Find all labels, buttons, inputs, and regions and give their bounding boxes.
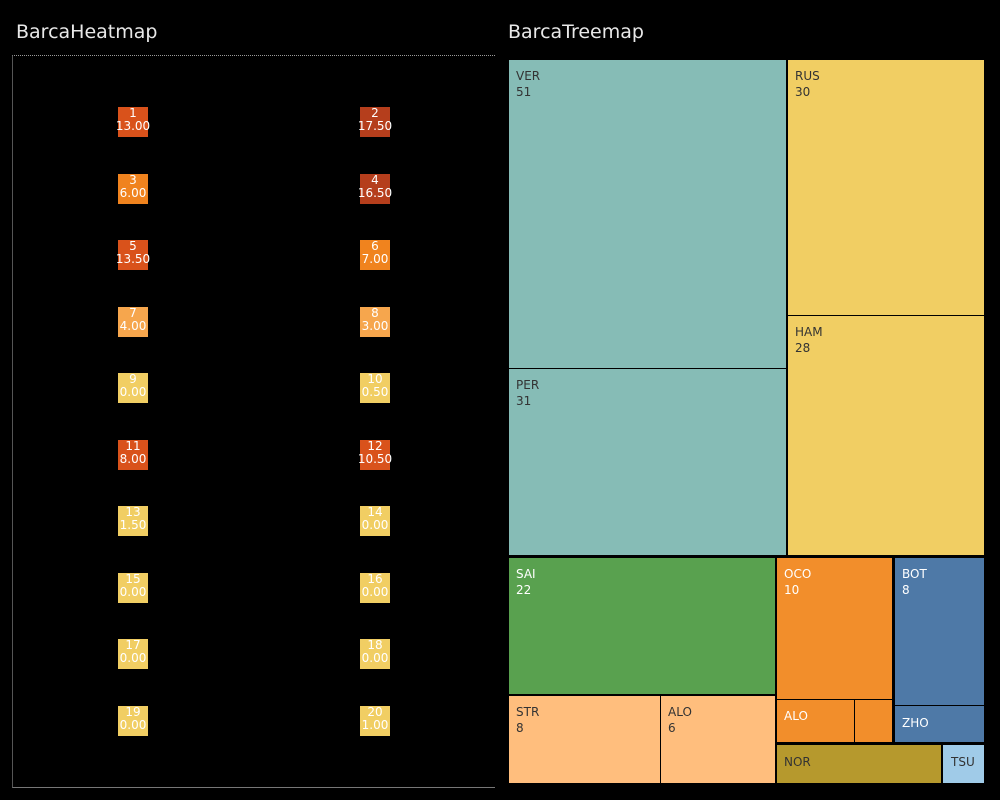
heatmap-cell-label: 14 — [367, 505, 383, 519]
treemap-rect[interactable]: HAM 28 — [788, 316, 984, 555]
heatmap-cell-value: 0.00 — [361, 651, 389, 665]
treemap-rect[interactable]: ALO 6 — [661, 696, 775, 783]
treemap-rect-label: PER — [516, 378, 540, 392]
heatmap-cell-value: 10.50 — [357, 452, 393, 466]
treemap-rect-label: ZHO — [902, 716, 929, 730]
treemap-rect-value: 10 — [784, 583, 800, 597]
treemap-rect-label: VER — [516, 69, 541, 83]
treemap-rect-label: NOR — [784, 755, 811, 769]
treemap-rect-value: 6 — [668, 721, 676, 735]
treemap-rect[interactable]: BOT 8 — [895, 558, 984, 705]
heatmap-cell[interactable]: 13 1.50 — [118, 506, 148, 536]
heatmap-cell-label: 10 — [367, 372, 383, 386]
heatmap-cell[interactable]: 15 0.00 — [118, 573, 148, 603]
treemap-rect-value: 31 — [516, 394, 532, 408]
heatmap-cell-label: 1 — [129, 106, 137, 120]
heatmap-cell[interactable]: 11 8.00 — [118, 440, 148, 470]
treemap-rect[interactable]: STR 8 — [509, 696, 660, 783]
heatmap-cell-value: 0.00 — [119, 651, 147, 665]
heatmap-cell-label: 19 — [125, 705, 141, 719]
heatmap-cell[interactable]: 6 7.00 — [360, 240, 390, 270]
heatmap-cell-value: 16.50 — [357, 186, 393, 200]
treemap-rect[interactable]: SAI 22 — [509, 558, 775, 694]
treemap-rect-label: OCO — [784, 567, 812, 581]
treemap-rect[interactable]: ZHO — [895, 706, 984, 742]
treemap-rect-value: 22 — [516, 583, 532, 597]
treemap-rect-label: ALO — [784, 709, 808, 723]
treemap-rect[interactable]: NOR — [777, 745, 941, 783]
treemap-rect[interactable] — [855, 700, 892, 742]
heatmap-cell-value: 0.50 — [361, 385, 389, 399]
heatmap-cell-label: 20 — [367, 705, 383, 719]
heatmap-cell-label: 2 — [371, 106, 379, 120]
heatmap-cell-value: 3.00 — [361, 319, 389, 333]
heatmap-cell-value: 8.00 — [119, 452, 147, 466]
treemap-rect[interactable]: RUS 30 — [788, 60, 984, 315]
heatmap-cell-value: 4.00 — [119, 319, 147, 333]
treemap-rect-label: RUS — [795, 69, 820, 83]
heatmap-cell-value: 13.00 — [115, 119, 151, 133]
heatmap-cell[interactable]: 14 0.00 — [360, 506, 390, 536]
treemap-rect-value: 51 — [516, 85, 532, 99]
heatmap-cell[interactable]: 3 6.00 — [118, 174, 148, 204]
treemap-rect[interactable]: TSU — [943, 745, 984, 783]
heatmap-cell-label: 5 — [129, 239, 137, 253]
heatmap-cell[interactable]: 2 17.50 — [358, 106, 392, 137]
heatmap-title: BarcaHeatmap — [16, 21, 158, 43]
heatmap-cell-value: 13.50 — [115, 252, 151, 266]
heatmap-cell-label: 6 — [371, 239, 379, 253]
treemap-rect-label: STR — [516, 705, 540, 719]
heatmap-cell-value: 0.00 — [119, 585, 147, 599]
heatmap-cell[interactable]: 5 13.50 — [116, 239, 150, 270]
heatmap-cell[interactable]: 20 1.00 — [360, 706, 390, 736]
heatmap-cell[interactable]: 19 0.00 — [118, 706, 148, 736]
treemap-rect-value: 8 — [902, 583, 910, 597]
treemap-rect[interactable]: VER 51 — [509, 60, 786, 368]
treemap-rect-label: HAM — [795, 325, 823, 339]
heatmap-cell-value: 7.00 — [361, 252, 389, 266]
treemap-rect[interactable]: ALO — [777, 700, 854, 742]
treemap-rect-value: 8 — [516, 721, 524, 735]
heatmap-cell-value: 0.00 — [361, 518, 389, 532]
heatmap-cell-label: 9 — [129, 372, 137, 386]
heatmap-cell-value: 0.00 — [119, 385, 147, 399]
heatmap-cell[interactable]: 4 16.50 — [358, 173, 392, 204]
treemap-title: BarcaTreemap — [508, 21, 644, 43]
heatmap-cell-label: 4 — [371, 173, 379, 187]
heatmap-cell-label: 15 — [125, 572, 141, 586]
heatmap-cell-value: 17.50 — [357, 119, 393, 133]
heatmap-cell[interactable]: 9 0.00 — [118, 373, 148, 403]
heatmap-cell[interactable]: 1 13.00 — [116, 106, 150, 137]
treemap-rect[interactable]: PER 31 — [509, 369, 786, 555]
heatmap-cell-value: 6.00 — [119, 186, 147, 200]
heatmap-cell-label: 17 — [125, 638, 141, 652]
treemap-rect-value: 30 — [795, 85, 811, 99]
heatmap-cell-label: 7 — [129, 306, 137, 320]
heatmap-cell-label: 18 — [367, 638, 383, 652]
treemap-rect-label: SAI — [516, 567, 536, 581]
treemap-rect-label: TSU — [951, 755, 975, 769]
heatmap-cell-value: 0.00 — [119, 718, 147, 732]
heatmap-cell-label: 3 — [129, 173, 137, 187]
heatmap-cell-label: 8 — [371, 306, 379, 320]
heatmap-cell-label: 11 — [125, 439, 141, 453]
heatmap-cell[interactable]: 18 0.00 — [360, 639, 390, 669]
treemap-rect-value: 28 — [795, 341, 811, 355]
heatmap-cell[interactable]: 8 3.00 — [360, 307, 390, 337]
treemap-rect-label: BOT — [902, 567, 927, 581]
heatmap-cell[interactable]: 16 0.00 — [360, 573, 390, 603]
heatmap-cell-value: 1.50 — [119, 518, 147, 532]
treemap-rect[interactable]: OCO 10 — [777, 558, 892, 699]
heatmap-cell[interactable]: 17 0.00 — [118, 639, 148, 669]
treemap-rect-label: ALO — [668, 705, 692, 719]
heatmap-cell-label: 12 — [367, 439, 383, 453]
heatmap-cell[interactable]: 12 10.50 — [358, 439, 392, 470]
heatmap-chart: 1 13.00 2 17.50 3 6.00 4 16.50 5 13.50 6 7.00 7 4.00 8… — [12, 55, 495, 788]
heatmap-cell-label: 16 — [367, 572, 383, 586]
heatmap-cell-label: 13 — [125, 505, 141, 519]
heatmap-cell[interactable]: 10 0.50 — [360, 373, 390, 403]
heatmap-cell[interactable]: 7 4.00 — [118, 307, 148, 337]
heatmap-cell-value: 1.00 — [361, 718, 389, 732]
heatmap-cell-value: 0.00 — [361, 585, 389, 599]
